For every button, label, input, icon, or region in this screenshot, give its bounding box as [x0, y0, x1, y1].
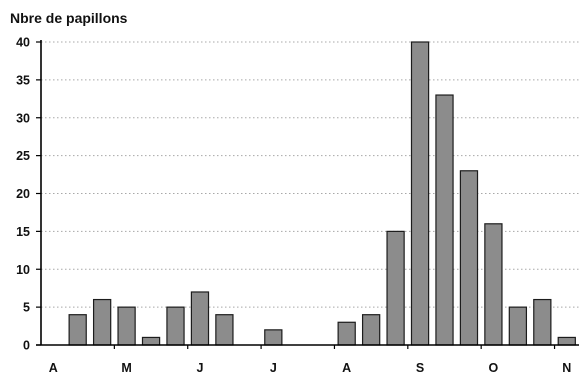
bar — [533, 298, 552, 346]
x-tick-label: N — [562, 361, 571, 375]
bar — [337, 321, 356, 346]
bar — [459, 170, 479, 346]
bar — [435, 94, 454, 346]
bar — [215, 314, 234, 346]
bars — [68, 41, 576, 346]
x-tick-label: O — [489, 361, 499, 375]
axes — [36, 40, 579, 346]
y-tick-label: 10 — [16, 263, 30, 277]
bar — [557, 336, 576, 346]
x-tick-label: S — [416, 361, 424, 375]
bar — [361, 314, 381, 346]
bar — [68, 314, 87, 346]
x-tick-label: J — [196, 361, 203, 375]
bar — [410, 41, 430, 346]
y-tick-label: 5 — [23, 301, 30, 315]
bar — [264, 329, 283, 346]
x-tick-label: A — [49, 361, 58, 375]
y-tick-label: 25 — [16, 149, 30, 163]
y-axis-ticks: 0 5 10 15 20 25 30 35 40 — [16, 36, 41, 353]
y-tick-label: 20 — [16, 187, 30, 201]
bar — [508, 306, 528, 346]
y-tick-label: 15 — [16, 225, 30, 239]
y-tick-label: 35 — [16, 73, 30, 87]
y-tick-label: 30 — [16, 111, 30, 125]
bar — [484, 223, 503, 346]
x-tick-label: M — [121, 361, 131, 375]
y-tick-label: 0 — [23, 339, 30, 353]
bar — [92, 298, 112, 346]
bar — [190, 291, 210, 346]
bar — [117, 306, 136, 346]
y-axis-label: Nbre de papillons — [10, 10, 128, 26]
bar — [386, 230, 405, 346]
bar — [141, 336, 161, 346]
bar — [166, 306, 185, 346]
x-tick-label: A — [342, 361, 351, 375]
y-tick-label: 40 — [16, 36, 30, 50]
x-tick-label: J — [270, 361, 277, 375]
